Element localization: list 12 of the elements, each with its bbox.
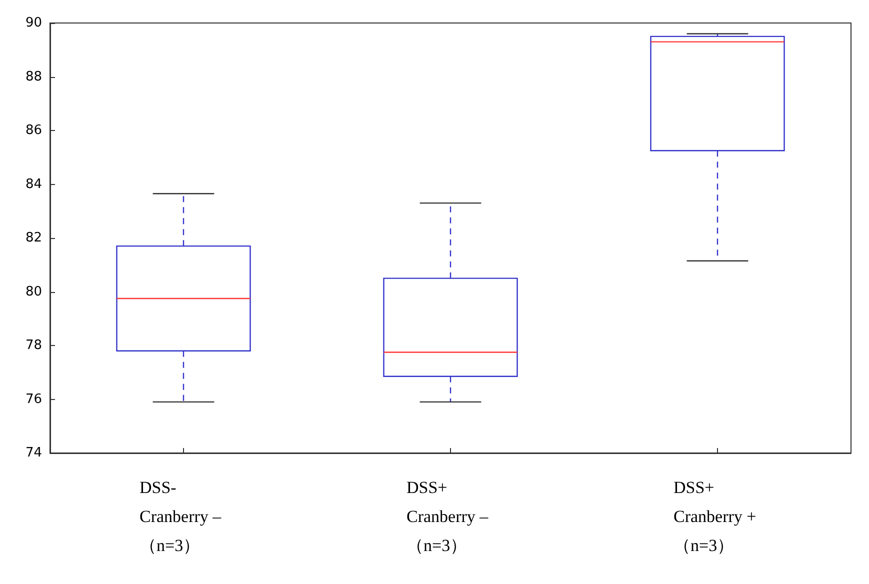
y-tick-label: 78 bbox=[25, 338, 42, 353]
y-tick-label: 90 bbox=[25, 16, 42, 30]
x-tick-label: DSS- Cranberry – （n=3） bbox=[140, 478, 222, 555]
y-tick-label: 88 bbox=[25, 69, 42, 84]
x-tick-label: DSS+ Cranberry + （n=3） bbox=[674, 478, 756, 555]
y-tick-label: 82 bbox=[25, 230, 42, 246]
x-tick-label: DSS+ Cranberry – （n=3） bbox=[406, 478, 489, 555]
y-tick-label: 84 bbox=[25, 176, 42, 192]
y-tick-label: 76 bbox=[25, 392, 42, 407]
y-tick-label: 86 bbox=[25, 123, 42, 138]
y-tick-label: 74 bbox=[25, 446, 42, 460]
y-tick-label: 80 bbox=[25, 284, 42, 300]
